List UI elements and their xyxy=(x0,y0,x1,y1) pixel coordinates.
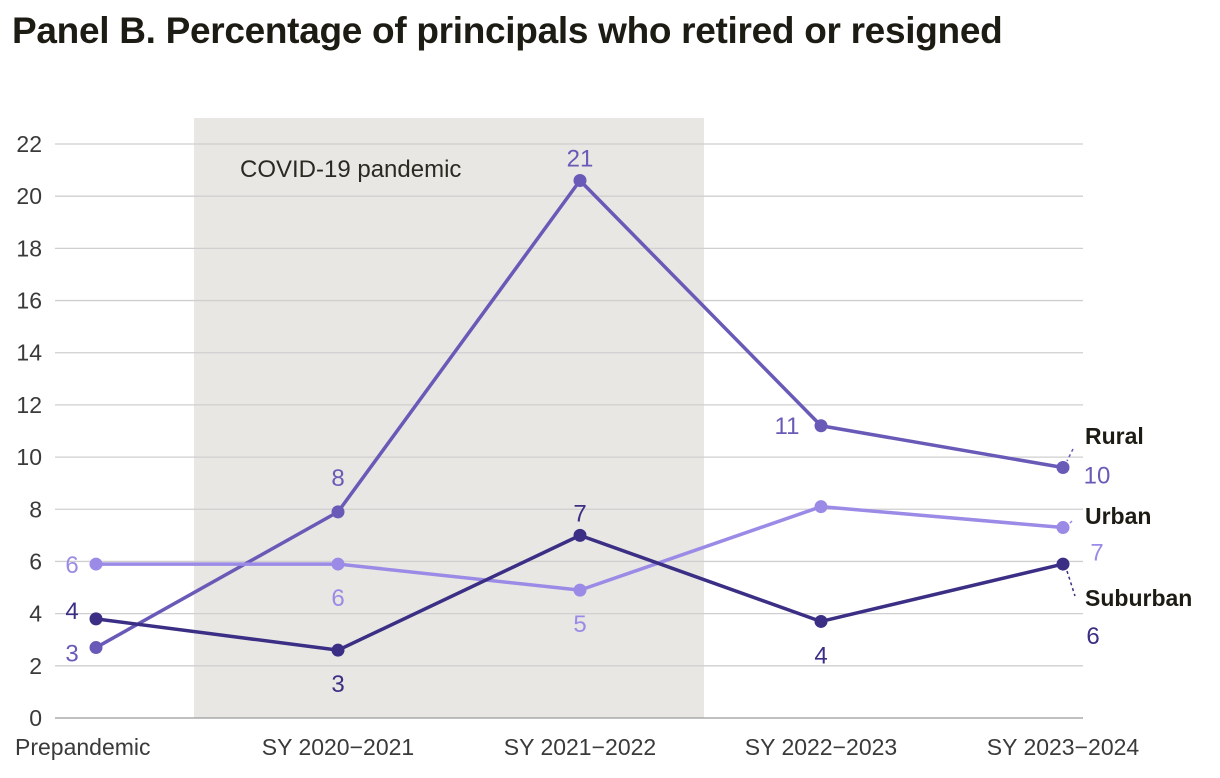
y-tick-label: 22 xyxy=(16,131,42,157)
data-label-suburban: 3 xyxy=(331,671,344,698)
y-tick-label: 0 xyxy=(29,705,42,731)
data-point-suburban xyxy=(814,614,828,628)
y-tick-label: 14 xyxy=(16,340,42,366)
x-tick-label: SY 2020−2021 xyxy=(262,734,414,760)
covid-shaded-region xyxy=(194,118,704,718)
data-point-urban xyxy=(1056,521,1070,535)
data-label-suburban: 4 xyxy=(65,598,78,625)
data-label-rural: 3 xyxy=(65,641,78,668)
data-point-urban xyxy=(89,557,103,571)
data-point-rural xyxy=(1056,461,1070,475)
data-label-rural: 10 xyxy=(1084,463,1111,490)
data-point-rural xyxy=(814,419,828,433)
y-tick-label: 20 xyxy=(16,183,42,209)
data-point-suburban xyxy=(331,643,345,657)
x-tick-label: Prepandemic xyxy=(15,734,151,760)
series-name-label-rural: Rural xyxy=(1085,423,1144,449)
data-label-suburban: 7 xyxy=(573,500,586,527)
data-label-rural: 11 xyxy=(775,413,800,440)
data-label-suburban: 4 xyxy=(814,642,827,669)
data-point-rural xyxy=(331,505,345,519)
x-tick-label: SY 2021−2022 xyxy=(504,734,656,760)
data-point-urban xyxy=(814,500,828,514)
y-tick-label: 18 xyxy=(16,235,42,261)
data-label-rural: 8 xyxy=(331,465,344,492)
data-label-rural: 21 xyxy=(567,146,594,173)
data-point-rural xyxy=(89,641,103,655)
y-tick-label: 8 xyxy=(29,496,42,522)
series-leader-line-urban xyxy=(1068,520,1073,525)
data-point-suburban xyxy=(1056,557,1070,571)
y-tick-label: 10 xyxy=(16,444,42,470)
series-name-label-suburban: Suburban xyxy=(1085,585,1192,611)
covid-region-label: COVID-19 pandemic xyxy=(240,156,461,183)
x-tick-label: SY 2023−2024 xyxy=(987,734,1140,760)
data-label-suburban: 6 xyxy=(1086,623,1099,650)
y-tick-label: 12 xyxy=(16,392,42,418)
data-label-urban: 6 xyxy=(331,585,344,612)
chart-title: Panel B. Percentage of principals who re… xyxy=(12,10,1003,51)
y-tick-label: 6 xyxy=(29,548,42,574)
x-tick-label: SY 2022−2023 xyxy=(745,734,897,760)
data-label-urban: 6 xyxy=(65,552,78,579)
y-tick-label: 2 xyxy=(29,653,42,679)
data-label-urban: 5 xyxy=(573,611,586,638)
data-point-suburban xyxy=(573,528,587,542)
y-tick-label: 4 xyxy=(29,601,42,627)
series-leader-line-rural xyxy=(1066,448,1074,462)
data-point-rural xyxy=(573,174,587,188)
series-name-label-urban: Urban xyxy=(1085,503,1151,529)
data-label-urban: 7 xyxy=(1090,540,1103,567)
y-tick-label: 16 xyxy=(16,288,42,314)
series-leader-line-suburban xyxy=(1066,570,1076,597)
data-point-suburban xyxy=(89,612,103,626)
data-point-urban xyxy=(331,557,345,571)
data-point-urban xyxy=(573,583,587,597)
